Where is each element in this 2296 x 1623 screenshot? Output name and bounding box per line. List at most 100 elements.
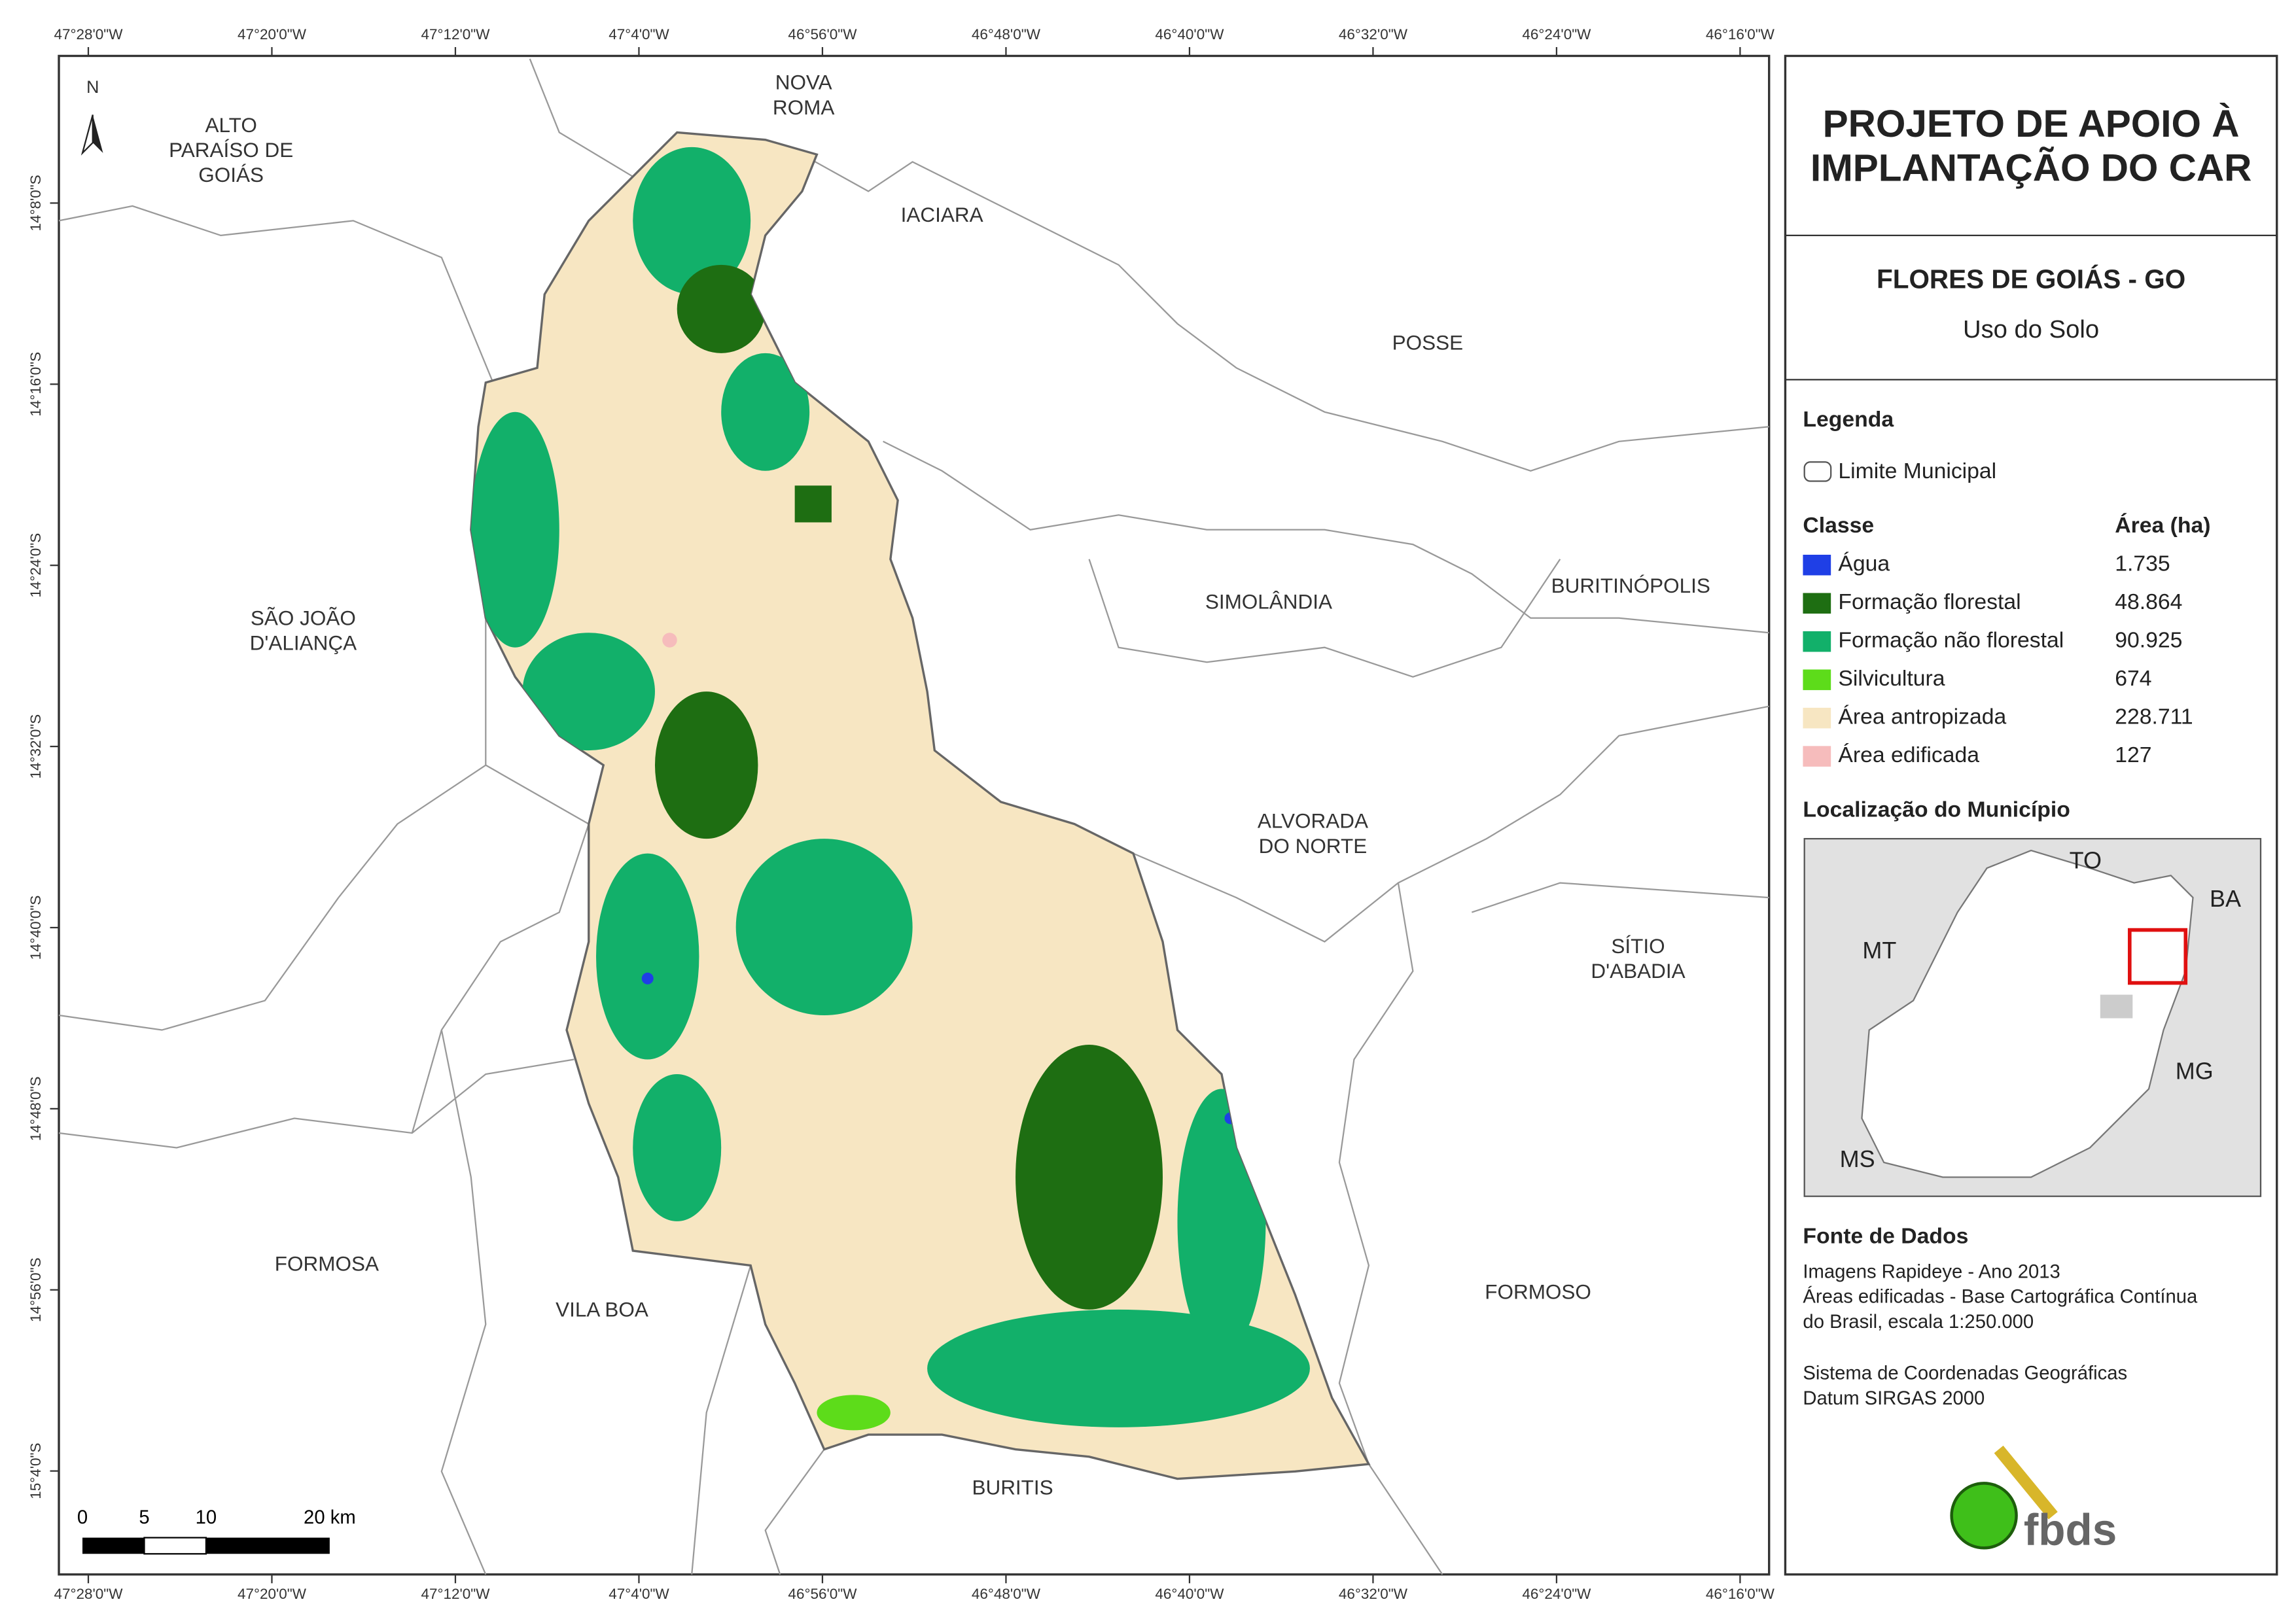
- source-line: do Brasil, escala 1:250.000: [1803, 1312, 2034, 1333]
- scale-segment: [205, 1537, 330, 1554]
- lon-tick-label: 46°32'0"W: [1339, 26, 1408, 43]
- boundary: [58, 205, 494, 383]
- legend-swatch: [1803, 593, 1831, 614]
- place-label: ALTO: [205, 113, 257, 137]
- place-label: D'ABADIA: [1591, 959, 1685, 983]
- title: IMPLANTAÇÃO DO CAR: [1810, 146, 2252, 189]
- legend-swatch: [1803, 707, 1831, 729]
- source-line: Datum SIRGAS 2000: [1803, 1388, 1985, 1409]
- lat-tick-label: 15°4'0"S: [27, 1442, 44, 1499]
- highlight-box: [2127, 928, 2188, 985]
- boundary: [529, 58, 1769, 472]
- lon-tick-label: 46°16'0"W: [1706, 26, 1775, 43]
- place-label: VILA BOA: [556, 1297, 648, 1321]
- place-label: NOVA: [775, 71, 832, 94]
- legend-area: 228.711: [2115, 705, 2193, 729]
- lon-tick-label: 46°16'0"W: [1706, 1586, 1775, 1602]
- legend-item: Formação florestal: [1838, 589, 2021, 614]
- arrow-right: [92, 114, 103, 153]
- legend-area: 674: [2115, 666, 2151, 691]
- place-label: FORMOSO: [1485, 1280, 1591, 1303]
- place-label: ALVORADA: [1258, 809, 1368, 833]
- legend-header: Classe: [1803, 513, 1874, 538]
- patch: [735, 839, 913, 1016]
- legend-item: Formação não florestal: [1838, 628, 2064, 653]
- patch: [794, 485, 832, 523]
- labels: 47°28'0"W 47°28'0"W 47°20'0"W 47°20'0"W 47°1…: [27, 26, 2252, 1602]
- legend-swatch: [1803, 554, 1831, 576]
- patch: [641, 972, 654, 985]
- lon-tick-label: 47°28'0"W: [54, 1586, 123, 1602]
- lat-tick-label: 14°24'0"S: [27, 533, 44, 598]
- sources-heading: Fonte de Dados: [1803, 1224, 1968, 1249]
- legend-swatch: [1803, 669, 1831, 690]
- logo-circle: [1950, 1482, 2018, 1550]
- patch: [470, 411, 559, 648]
- place-label: SÃO JOÃO: [251, 606, 356, 629]
- legend-item: Área edificada: [1838, 742, 1979, 767]
- inset-label: MS: [1840, 1145, 1875, 1172]
- scale-segment: [82, 1537, 145, 1554]
- lon-tick-label: 47°4'0"W: [609, 26, 669, 43]
- lon-tick-label: 47°12'0"W: [421, 1586, 490, 1602]
- legend-area: 127: [2115, 742, 2151, 767]
- boundary: [1338, 882, 1769, 1465]
- lon-tick-label: 47°28'0"W: [54, 26, 123, 43]
- place-label: GOIÁS: [198, 163, 264, 186]
- source-line: Sistema de Coordenadas Geográficas: [1803, 1363, 2127, 1384]
- boundary: [58, 897, 487, 1575]
- inset-label: BA: [2210, 885, 2241, 912]
- lon-tick-label: 46°48'0"W: [972, 1586, 1041, 1602]
- lon-tick-label: 46°24'0"W: [1522, 26, 1591, 43]
- legend-area: 90.925: [2115, 628, 2182, 653]
- boundary: [883, 440, 1769, 634]
- lon-tick-label: 46°40'0"W: [1155, 26, 1224, 43]
- boundary: [1088, 559, 1561, 678]
- lon-tick-label: 47°12'0"W: [421, 26, 490, 43]
- inset-label: MG: [2176, 1057, 2214, 1084]
- land-cover-patches: [470, 147, 1310, 1431]
- legend-item: Silvicultura: [1838, 666, 1945, 691]
- lon-tick-label: 47°20'0"W: [238, 1586, 307, 1602]
- patch: [1016, 1045, 1163, 1310]
- place-label: PARAÍSO DE: [169, 138, 293, 162]
- lat-tick-label: 14°48'0"S: [27, 1076, 44, 1141]
- place-label: FORMOSA: [275, 1252, 379, 1276]
- lon-tick-label: 46°48'0"W: [972, 26, 1041, 43]
- location-inset: [1803, 837, 2262, 1197]
- scale-bar: [82, 1537, 330, 1555]
- source-line: Imagens Rapideye - Ano 2013: [1803, 1261, 2060, 1282]
- patch: [633, 1074, 722, 1221]
- legend-item: Limite Municipal: [1838, 459, 1996, 483]
- boundary: [1133, 705, 1769, 943]
- legend-item: Área antropizada: [1838, 705, 2006, 729]
- patch: [662, 633, 677, 648]
- patch: [654, 691, 758, 839]
- patch: [927, 1309, 1310, 1427]
- boundary: [691, 1265, 1443, 1575]
- legend-heading: Legenda: [1803, 407, 1894, 432]
- place-label: D'ALIANÇA: [250, 631, 357, 655]
- scale-label: 20 km: [304, 1507, 356, 1528]
- lon-tick-label: 46°56'0"W: [788, 1586, 857, 1602]
- north-arrow: N: [80, 77, 103, 156]
- patch: [677, 264, 766, 353]
- lat-tick-label: 14°16'0"S: [27, 352, 44, 417]
- place-label: IACIARA: [901, 203, 983, 226]
- federal-district: [2100, 994, 2133, 1019]
- lon-tick-label: 46°56'0"W: [788, 26, 857, 43]
- place-label: POSSE: [1392, 331, 1464, 355]
- logo-text: fbds: [2024, 1506, 2117, 1555]
- location-heading: Localização do Município: [1803, 797, 2070, 822]
- boundary-swatch: [1803, 461, 1832, 482]
- scale-label: 10: [196, 1507, 217, 1528]
- lon-tick-label: 47°4'0"W: [609, 1586, 669, 1602]
- legend-swatch: [1803, 746, 1831, 767]
- patch: [596, 853, 699, 1060]
- lon-tick-label: 46°32'0"W: [1339, 1586, 1408, 1602]
- place-label: SÍTIO: [1611, 934, 1665, 958]
- lon-tick-label: 46°40'0"W: [1155, 1586, 1224, 1602]
- legend-area: 1.735: [2115, 551, 2170, 576]
- inset-label: TO: [2070, 847, 2102, 874]
